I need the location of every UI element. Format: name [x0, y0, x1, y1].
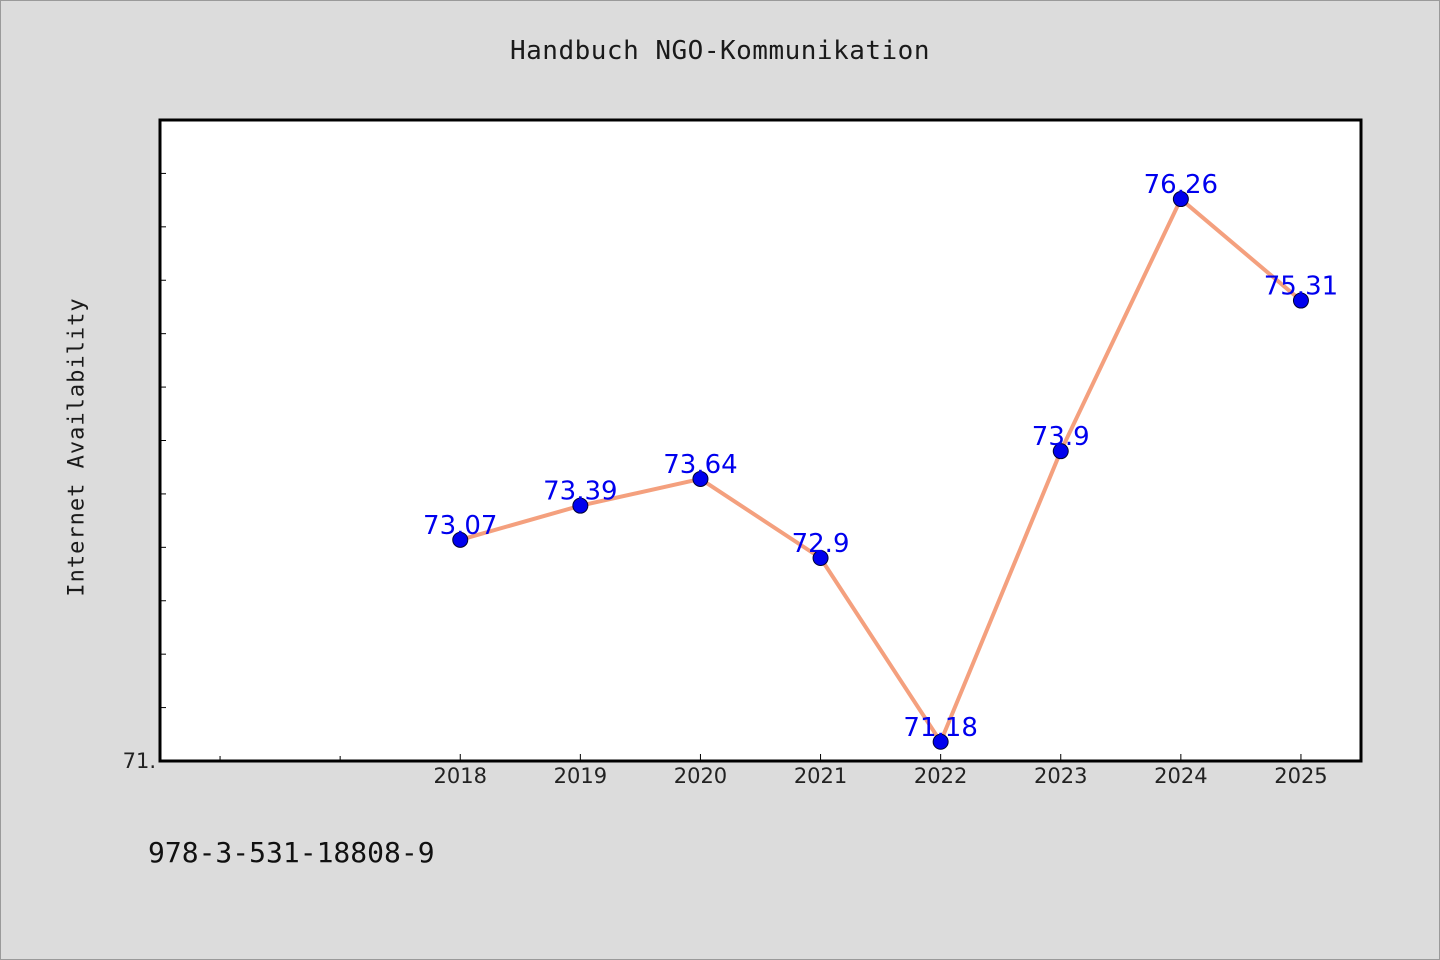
x-axis: 2018 2019 2020 2021 2022 2023 2024 2025 — [219, 754, 1328, 788]
x-tick-label: 2024 — [1154, 764, 1207, 788]
x-tick-label: 2021 — [794, 764, 847, 788]
data-point-marker — [692, 470, 709, 487]
data-label: 76.26 — [1144, 170, 1218, 200]
data-label: 72.9 — [792, 529, 850, 559]
x-tick-label: 2018 — [434, 764, 487, 788]
x-tick-label: 2020 — [674, 764, 727, 788]
isbn-text: 978-3-531-18808-9 — [148, 836, 435, 869]
x-tick-label: 2022 — [914, 764, 967, 788]
data-point-marker — [932, 733, 949, 750]
plot-area — [158, 118, 1363, 763]
series-group: 73.07 73.39 73.64 72.9 71.18 73.9 76.26 75.31 — [423, 170, 1338, 750]
x-tick-label: 2025 — [1274, 764, 1327, 788]
data-label: 73.39 — [543, 477, 617, 507]
data-point-marker — [1172, 191, 1189, 208]
x-tick-label: 2023 — [1034, 764, 1087, 788]
series-line — [459, 197, 1303, 744]
data-label: 73.07 — [423, 511, 497, 541]
data-label: 73.64 — [663, 450, 737, 480]
x-tick-label: 2019 — [554, 764, 607, 788]
data-point-marker — [812, 550, 829, 567]
data-label: 71.18 — [903, 713, 977, 743]
data-point-marker — [1292, 292, 1309, 309]
data-point-marker — [572, 497, 589, 514]
y-tick-label: 71. — [123, 749, 156, 773]
data-point-marker — [452, 531, 469, 548]
data-label: 75.31 — [1264, 272, 1338, 302]
y-axis: 71. — [123, 172, 166, 773]
chart-title: Handbuch NGO-Kommunikation — [510, 36, 930, 66]
data-point-marker — [1052, 443, 1069, 460]
data-label: 73.9 — [1032, 422, 1090, 452]
